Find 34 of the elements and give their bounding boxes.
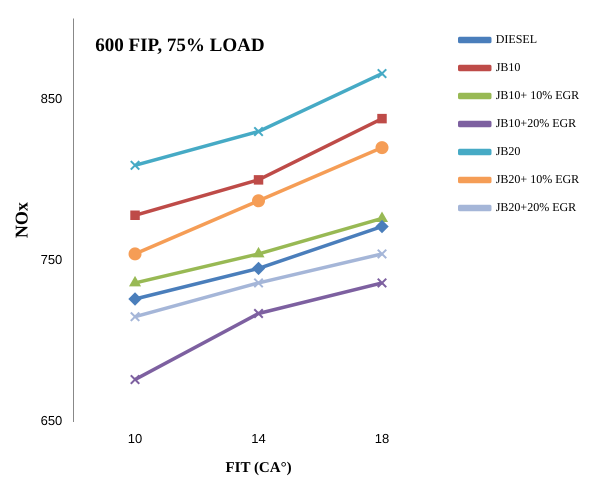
- legend-label: JB10+20% EGR: [496, 116, 576, 130]
- y-tick-label: 750: [40, 252, 62, 267]
- point: [130, 311, 140, 322]
- point: [376, 68, 388, 79]
- legend-label: JB20: [496, 144, 520, 158]
- point: [376, 220, 389, 234]
- y-tick-label: 650: [40, 412, 62, 428]
- x-axis-title: FIT (CA°): [225, 460, 292, 476]
- point: [252, 194, 266, 208]
- point: [376, 278, 388, 288]
- point: [252, 262, 266, 275]
- x-tick-label: 18: [374, 430, 390, 446]
- point: [253, 126, 264, 137]
- point: [376, 248, 388, 260]
- point: [254, 175, 264, 185]
- x-tick-label: 14: [251, 430, 266, 446]
- point: [253, 308, 264, 319]
- legend-label: JB10: [496, 60, 520, 74]
- x-tick-label: 10: [128, 430, 142, 446]
- legend-label: JB20+20% EGR: [496, 200, 576, 214]
- point: [253, 278, 264, 288]
- text: 600 FIP, 75% LOAD: [95, 35, 265, 56]
- point: [376, 141, 389, 154]
- y-tick-label: 850: [40, 90, 62, 106]
- legend-label: JB20+ 10% EGR: [496, 172, 580, 186]
- point: [128, 247, 142, 260]
- point: [128, 292, 142, 306]
- point: [377, 114, 387, 124]
- y-axis-title: NOx: [11, 202, 32, 238]
- point: [130, 210, 140, 220]
- point: [130, 374, 140, 385]
- legend-label: JB10+ 10% EGR: [496, 88, 580, 102]
- legend-label: DIESEL: [496, 32, 538, 46]
- point: [130, 160, 140, 171]
